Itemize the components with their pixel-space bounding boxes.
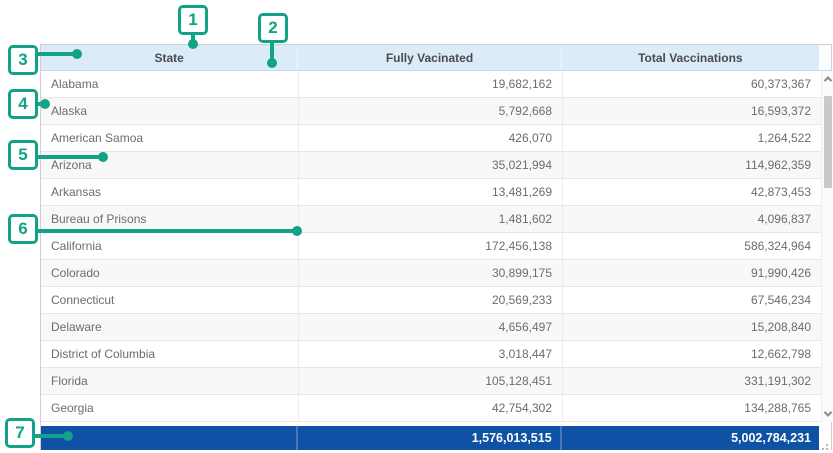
cell-state: Georgia: [41, 395, 299, 421]
cell-state: Colorado: [41, 260, 299, 286]
cell-fully-vaccinated: 105,128,451: [299, 368, 563, 394]
cell-total-vaccinations: 331,191,302: [744, 374, 811, 388]
cell-fully-vaccinated: 3,018,447: [299, 341, 563, 367]
column-header-total-vaccinations[interactable]: Total Vaccinations: [638, 50, 743, 65]
vaccination-table: State Fully Vacinated Total Vaccinations…: [40, 44, 833, 450]
callout-1-dot: [188, 39, 198, 49]
cell-state: Alaska: [41, 98, 299, 124]
cell-fully-vaccinated: 426,070: [299, 125, 563, 151]
callout-7-line: [35, 434, 68, 438]
callout-5-dot: [98, 152, 108, 162]
cell-fully-vaccinated: 172,456,138: [299, 233, 563, 259]
cell-state: Arkansas: [41, 179, 299, 205]
cell-state: Bureau of Prisons: [41, 206, 299, 232]
table-header-row: State Fully Vacinated Total Vaccinations: [41, 45, 831, 71]
table-row[interactable]: Delaware 4,656,497 15,208,840: [41, 314, 833, 341]
table-row[interactable]: California 172,456,138 586,324,964: [41, 233, 833, 260]
table-row[interactable]: District of Columbia 3,018,447 12,662,798: [41, 341, 833, 368]
chevron-up-icon: [823, 76, 833, 85]
table-row[interactable]: Bureau of Prisons 1,481,602 4,096,837: [41, 206, 833, 233]
callout-5-line: [38, 155, 103, 159]
cell-fully-vaccinated: 4,656,497: [299, 314, 563, 340]
cell-total-vaccinations: 42,873,453: [750, 185, 811, 199]
table-row[interactable]: Florida 105,128,451 331,191,302: [41, 368, 833, 395]
cell-fully-vaccinated: 13,481,269: [299, 179, 563, 205]
column-header-fully-vaccinated[interactable]: Fully Vacinated: [298, 45, 562, 70]
cell-state: California: [41, 233, 299, 259]
callout-2-dot: [267, 58, 277, 68]
cell-total-vaccinations: 114,962,359: [745, 158, 811, 172]
summary-cell-total-vaccinations: 5,002,784,231: [561, 426, 820, 450]
callout-4-dot: [40, 99, 50, 109]
callout-3-dot: [72, 49, 82, 59]
chevron-down-icon: [823, 408, 833, 417]
table-summary-row: 1,576,013,515 5,002,784,231: [41, 426, 831, 450]
table-row[interactable]: Arizona 35,021,994 114,962,359: [41, 152, 833, 179]
cell-state: District of Columbia: [41, 341, 299, 367]
callout-7-dot: [63, 431, 73, 441]
cell-fully-vaccinated: 5,792,668: [299, 98, 563, 124]
cell-state: Florida: [41, 368, 299, 394]
cell-fully-vaccinated: 42,754,302: [299, 395, 563, 421]
cell-state: Arizona: [41, 152, 299, 178]
callout-5: 5: [8, 140, 38, 170]
table-row[interactable]: Connecticut 20,569,233 67,546,234: [41, 287, 833, 314]
scrollbar-thumb[interactable]: [824, 96, 832, 188]
callout-2: 2: [258, 13, 288, 43]
cell-state: Alabama: [41, 71, 299, 97]
cell-total-vaccinations: 134,288,765: [744, 401, 811, 415]
vertical-scrollbar[interactable]: [821, 71, 833, 422]
cell-total-vaccinations: 67,546,234: [750, 293, 811, 307]
callout-6-line: [38, 229, 297, 233]
table-row[interactable]: Colorado 30,899,175 91,990,426: [41, 260, 833, 287]
table-row[interactable]: Georgia 42,754,302 134,288,765: [41, 395, 833, 422]
callout-4: 4: [8, 89, 38, 119]
cell-state: American Samoa: [41, 125, 299, 151]
resize-grip-icon: [825, 444, 828, 446]
cell-fully-vaccinated: 20,569,233: [299, 287, 563, 313]
callout-3: 3: [8, 45, 38, 75]
cell-total-vaccinations: 4,096,837: [757, 212, 811, 226]
callout-6: 6: [8, 214, 38, 244]
summary-cell-state: [41, 426, 299, 450]
cell-total-vaccinations: 1,264,522: [757, 131, 811, 145]
summary-cell-fully-vaccinated: 1,576,013,515: [298, 426, 562, 450]
footer-scrollbar-spacer: [819, 426, 831, 450]
cell-state: Connecticut: [41, 287, 299, 313]
cell-state: Delaware: [41, 314, 299, 340]
column-header-state[interactable]: State: [41, 45, 299, 70]
table-row[interactable]: American Samoa 426,070 1,264,522: [41, 125, 833, 152]
callout-1: 1: [178, 5, 208, 35]
callout-2-line: [270, 43, 274, 63]
footer-gap: [41, 422, 831, 426]
callout-7: 7: [5, 418, 35, 448]
header-scrollbar-spacer: [819, 45, 831, 70]
cell-fully-vaccinated: 19,682,162: [299, 71, 563, 97]
scroll-down-button[interactable]: [822, 406, 833, 422]
table-row[interactable]: Arkansas 13,481,269 42,873,453: [41, 179, 833, 206]
cell-fully-vaccinated: 30,899,175: [299, 260, 563, 286]
cell-total-vaccinations: 15,208,840: [750, 320, 811, 334]
scroll-up-button[interactable]: [822, 71, 833, 87]
table-body: Alabama 19,682,162 60,373,367 Alaska 5,792,6…: [41, 71, 833, 422]
cell-total-vaccinations: 91,990,426: [750, 266, 811, 280]
cell-total-vaccinations: 12,662,798: [750, 347, 811, 361]
cell-total-vaccinations: 60,373,367: [750, 77, 811, 91]
cell-fully-vaccinated: 35,021,994: [299, 152, 563, 178]
callout-3-line: [38, 52, 77, 56]
table-row[interactable]: Alaska 5,792,668 16,593,372: [41, 98, 833, 125]
cell-total-vaccinations: 586,324,964: [744, 239, 811, 253]
cell-fully-vaccinated: 1,481,602: [299, 206, 563, 232]
table-row[interactable]: Alabama 19,682,162 60,373,367: [41, 71, 833, 98]
cell-total-vaccinations: 16,593,372: [750, 104, 811, 118]
callout-6-dot: [292, 226, 302, 236]
